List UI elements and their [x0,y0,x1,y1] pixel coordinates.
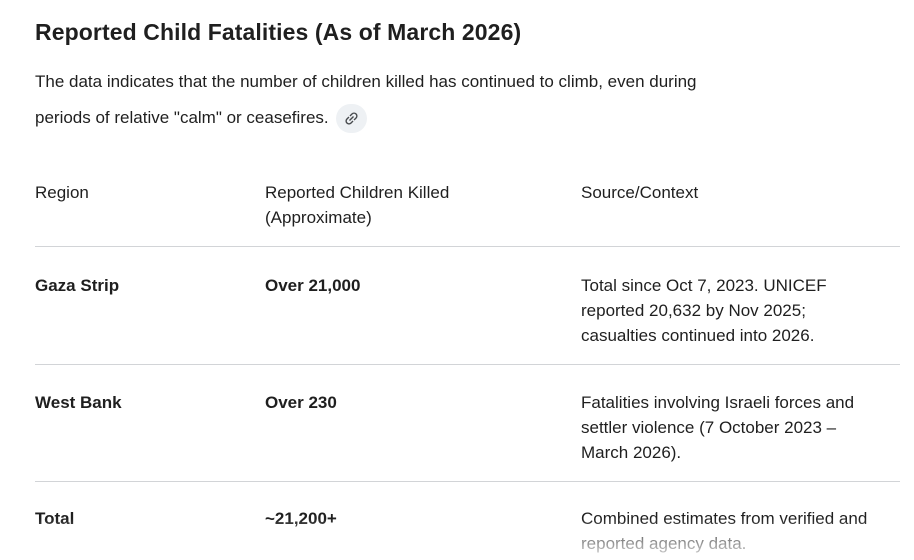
table-row-gaza-strip: Gaza Strip Over 21,000 Total since Oct 7… [35,246,900,365]
fatalities-table: Region Reported Children Killed (Approxi… [35,180,900,556]
table-row-west-bank: West Bank Over 230 Fatalities involving … [35,364,900,482]
cell-source: Combined estimates from verified and rep… [581,482,900,557]
column-header-region-label: Region [35,183,89,202]
page-description-text: The data indicates that the number of ch… [35,72,697,127]
column-header-killed: Reported Children Killed (Approximate) [265,180,581,247]
cell-region: Total [35,509,75,528]
cell-source-text: Combined estimates from verified and rep… [581,509,868,553]
column-header-source: Source/Context [581,180,900,247]
cell-killed: ~21,200+ [265,509,337,528]
cell-source-text: Fatalities involving Israeli forces and … [581,393,855,462]
cell-source: Fatalities involving Israeli forces and … [581,364,900,482]
page-title: Reported Child Fatalities (As of March 2… [35,19,522,45]
link-icon [343,110,360,127]
cell-source-text: Total since Oct 7, 2023. UNICEF reported… [581,276,827,345]
cell-region: Gaza Strip [35,246,265,365]
cell-killed: Over 21,000 [265,246,581,365]
column-header-region: Region [35,180,265,247]
cell-source: Total since Oct 7, 2023. UNICEF reported… [581,246,900,365]
column-header-killed-label: Reported Children Killed (Approximate) [265,183,450,227]
table-row-total: Total ~21,200+ Combined estimates from v… [35,482,900,557]
page-description: The data indicates that the number of ch… [35,64,750,136]
column-header-source-label: Source/Context [581,183,699,202]
cell-region: West Bank [35,364,265,482]
cell-killed: Over 230 [265,364,581,482]
source-link-chip[interactable] [335,104,367,134]
table-header-row: Region Reported Children Killed (Approxi… [35,180,900,247]
